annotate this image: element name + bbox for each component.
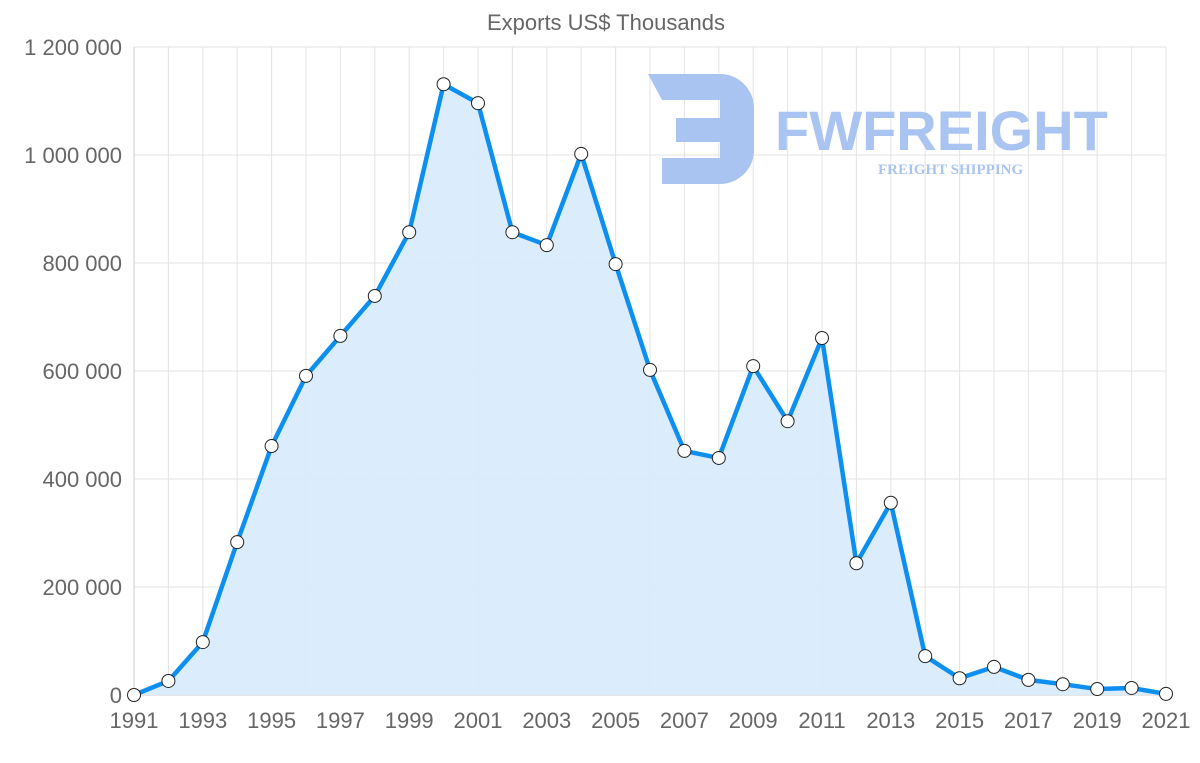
x-tick-label: 2017 <box>1004 708 1053 733</box>
data-point[interactable] <box>1055 677 1070 692</box>
data-point[interactable] <box>643 362 657 377</box>
x-tick-label: 2015 <box>935 708 984 733</box>
data-point[interactable] <box>127 688 141 702</box>
data-point[interactable] <box>608 257 623 272</box>
data-point[interactable] <box>1159 686 1173 701</box>
data-point[interactable] <box>230 535 245 550</box>
y-tick-label: 800 000 <box>42 251 122 276</box>
data-point[interactable] <box>195 635 210 650</box>
y-tick-label: 400 000 <box>42 467 122 492</box>
x-tick-label: 1991 <box>110 708 159 733</box>
x-tick-label: 2011 <box>798 708 845 733</box>
data-point[interactable] <box>333 328 348 343</box>
data-point[interactable] <box>1090 682 1105 697</box>
x-tick-label: 2007 <box>660 708 709 733</box>
watermark-tagline: FREIGHT SHIPPING <box>878 162 1023 178</box>
data-point[interactable] <box>539 238 554 253</box>
data-point[interactable] <box>918 649 933 664</box>
data-point[interactable] <box>505 225 520 240</box>
data-point[interactable] <box>574 146 589 161</box>
x-tick-label: 2003 <box>522 708 571 733</box>
data-point[interactable] <box>883 495 898 510</box>
y-tick-label: 600 000 <box>42 359 122 384</box>
data-point[interactable] <box>367 288 382 303</box>
chart-title: Exports US$ Thousands <box>487 10 725 35</box>
y-tick-label: 1 000 000 <box>24 143 122 168</box>
watermark-logo-icon <box>648 74 754 184</box>
y-tick-label: 1 200 000 <box>24 35 122 60</box>
data-point[interactable] <box>815 331 829 346</box>
data-point[interactable] <box>402 225 417 240</box>
data-point[interactable] <box>849 556 864 571</box>
data-point[interactable] <box>161 673 176 688</box>
x-tick-label: 1995 <box>247 708 296 733</box>
x-tick-label: 2021 <box>1142 708 1191 733</box>
x-tick-label: 1999 <box>385 708 434 733</box>
watermark-brand: FWFREIGHT <box>775 99 1108 162</box>
data-point[interactable] <box>952 671 967 686</box>
data-point[interactable] <box>299 368 313 383</box>
x-tick-label: 2001 <box>454 708 503 733</box>
watermark-logo: FWFREIGHT FREIGHT SHIPPING <box>648 74 1108 184</box>
data-point[interactable] <box>711 450 726 465</box>
x-tick-label: 2019 <box>1073 708 1122 733</box>
y-tick-label: 0 <box>110 683 122 708</box>
data-point[interactable] <box>987 659 1001 674</box>
x-tick-label: 2013 <box>866 708 915 733</box>
data-point[interactable] <box>436 77 451 92</box>
data-point[interactable] <box>1021 672 1036 687</box>
x-tick-label: 1997 <box>316 708 365 733</box>
series-area <box>134 84 1166 695</box>
data-point[interactable] <box>677 443 692 458</box>
x-tick-label: 2009 <box>729 708 778 733</box>
data-point[interactable] <box>780 414 795 429</box>
data-point[interactable] <box>1124 680 1139 695</box>
y-tick-label: 200 000 <box>42 575 122 600</box>
data-point[interactable] <box>264 439 279 454</box>
data-point[interactable] <box>471 96 485 111</box>
x-tick-label: 2005 <box>591 708 640 733</box>
x-tick-label: 1993 <box>178 708 227 733</box>
data-point[interactable] <box>746 359 761 374</box>
